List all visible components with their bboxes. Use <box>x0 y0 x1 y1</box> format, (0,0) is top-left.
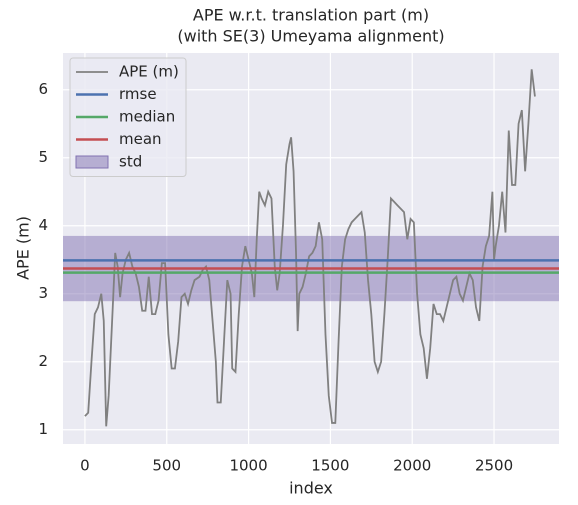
data-line <box>84 69 536 427</box>
y-tick-label: 5 <box>38 148 48 166</box>
y-tick-label: 1 <box>38 420 48 438</box>
legend-box <box>69 57 187 177</box>
y-tick-label: 6 <box>38 80 48 98</box>
y-tick-label: 3 <box>38 284 48 302</box>
x-tick-label: 0 <box>80 457 90 475</box>
chart-subtitle: (with SE(3) Umeyama alignment) <box>177 27 444 46</box>
y-axis-label: APE (m) <box>14 216 33 280</box>
legend-label: median <box>119 108 175 126</box>
legend-label: std <box>119 153 142 171</box>
y-tick-label: 2 <box>38 352 48 370</box>
legend-label: rmse <box>119 85 157 103</box>
x-tick-label: 2500 <box>475 457 513 475</box>
x-tick-label: 500 <box>152 457 181 475</box>
x-tick-label: 2000 <box>393 457 431 475</box>
x-tick-label: 1000 <box>229 457 267 475</box>
x-axis-label: index <box>289 479 333 498</box>
x-tick-label: 1500 <box>311 457 349 475</box>
legend-label: APE (m) <box>119 63 179 81</box>
legend-swatch <box>75 155 109 169</box>
y-tick-label: 4 <box>38 216 48 234</box>
chart-title: APE w.r.t. translation part (m) <box>193 6 429 25</box>
legend-label: mean <box>119 130 162 148</box>
